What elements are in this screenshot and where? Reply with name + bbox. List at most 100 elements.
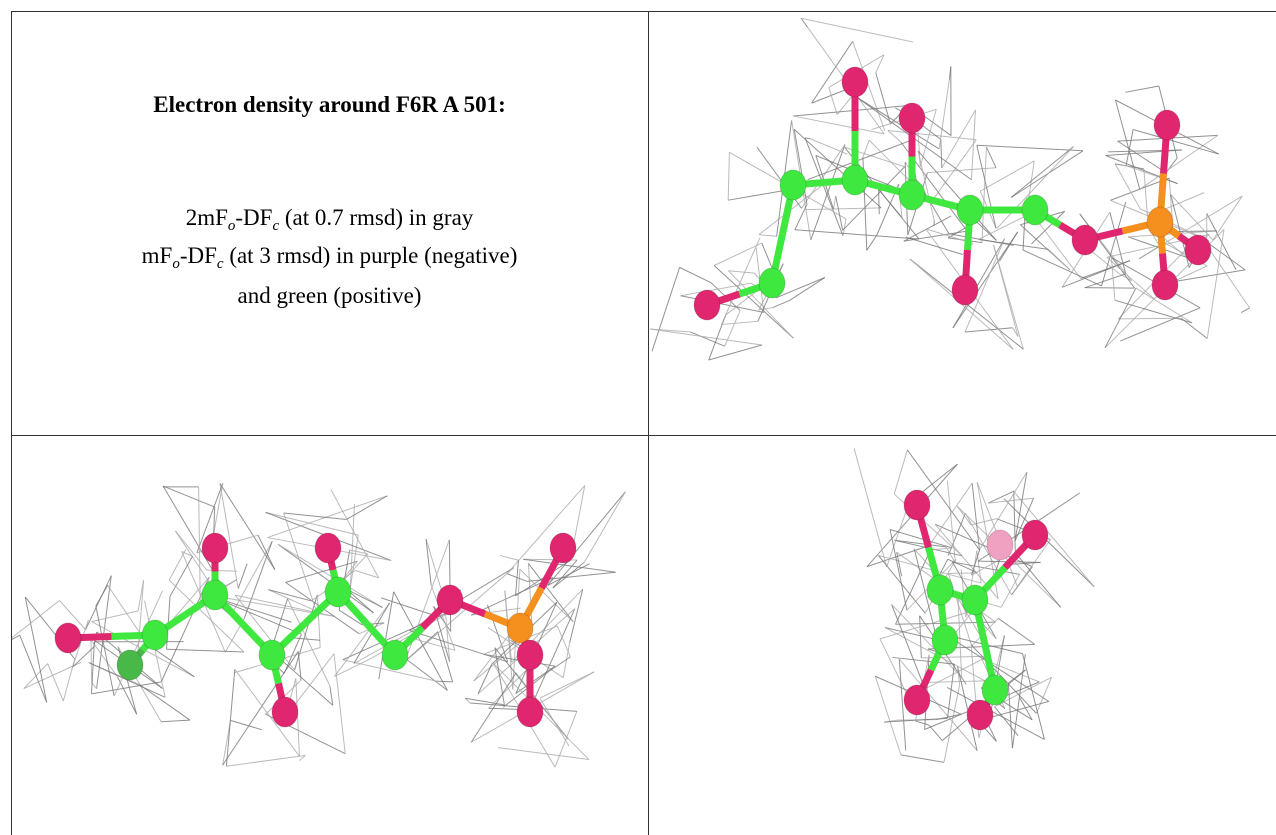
atom — [981, 674, 1009, 706]
mesh-line — [793, 105, 909, 117]
mesh-line — [1000, 574, 1020, 608]
mesh-line — [727, 152, 730, 201]
mesh-line — [1143, 168, 1148, 217]
mesh-line — [378, 591, 395, 680]
title: Electron density around F6R A 501: — [153, 92, 506, 117]
atom — [926, 574, 954, 606]
mesh-line — [554, 711, 578, 768]
mesh-line — [19, 635, 48, 703]
mesh-line — [297, 651, 302, 681]
mesh-line — [527, 563, 533, 633]
mesh-line — [506, 485, 586, 575]
mesh-line — [556, 625, 571, 658]
mesh-line — [168, 579, 245, 653]
mesh-line — [1022, 653, 1045, 740]
mesh-line — [728, 270, 755, 274]
mesh-line — [922, 680, 986, 684]
mesh-line — [47, 663, 64, 702]
mesh-line — [875, 54, 885, 74]
mesh-line — [651, 267, 681, 352]
mesh-line — [349, 549, 368, 555]
mesh-line — [758, 183, 825, 236]
mesh-line — [464, 697, 471, 704]
mesh-line — [956, 505, 1062, 608]
mesh-line — [862, 139, 870, 158]
mesh-line — [470, 576, 554, 616]
atom — [516, 696, 544, 728]
atom — [506, 612, 534, 644]
mesh-line — [878, 189, 880, 215]
mesh-line — [866, 545, 930, 568]
mesh-line — [708, 314, 727, 361]
text-run: 2mF — [185, 205, 228, 230]
mesh-line — [887, 130, 977, 141]
mesh-line — [1106, 256, 1155, 300]
atom — [516, 639, 544, 671]
mesh-line — [1117, 140, 1167, 174]
mesh-line — [956, 666, 961, 685]
mesh-line — [1135, 287, 1193, 324]
mesh-line — [1019, 697, 1033, 721]
mesh-line — [569, 589, 584, 644]
atom — [966, 699, 994, 731]
mesh-line — [896, 552, 903, 577]
mesh-line — [971, 549, 981, 576]
mesh-line — [728, 270, 794, 339]
mesh-line — [91, 610, 139, 623]
mesh-line — [316, 594, 321, 648]
mesh-line — [138, 683, 191, 721]
text-run: -DF — [179, 243, 217, 268]
mesh-line — [758, 307, 773, 311]
mesh-line — [346, 495, 388, 520]
mesh-line — [986, 146, 997, 168]
mesh-line — [946, 480, 956, 564]
mesh-line — [437, 631, 454, 683]
subscript: o — [227, 218, 236, 234]
mesh-line — [891, 604, 963, 678]
mesh-line — [894, 539, 947, 548]
mesh-line — [1014, 471, 1028, 542]
mesh-line — [24, 596, 48, 703]
mesh-line — [539, 697, 570, 747]
mesh-line — [198, 486, 201, 601]
mesh-line — [1132, 129, 1219, 155]
text-run: and green (positive) — [237, 283, 422, 308]
mesh-line — [1114, 99, 1141, 190]
mesh-line — [903, 215, 952, 242]
mesh-line — [952, 561, 1020, 575]
mesh-line — [957, 598, 963, 678]
mesh-line — [515, 672, 569, 740]
mesh-line — [1203, 240, 1251, 309]
mesh-line — [430, 584, 456, 651]
mesh-line — [810, 138, 848, 155]
mesh-line — [298, 754, 306, 762]
mesh-line — [1206, 213, 1237, 271]
mesh-line — [465, 697, 505, 706]
mesh-line — [811, 41, 854, 104]
mesh-line — [213, 483, 224, 534]
mesh-line — [206, 569, 238, 572]
caption-line: 2mFo-DFc (at 0.7 rmsd) in gray — [11, 205, 648, 234]
mesh-line — [828, 87, 838, 115]
mesh-line — [12, 634, 20, 641]
mesh-line — [650, 328, 762, 346]
mesh-line — [497, 747, 589, 760]
mesh-line — [993, 244, 1024, 350]
mesh-line — [889, 529, 908, 611]
mesh-line — [928, 482, 973, 546]
mesh-line — [552, 561, 585, 589]
mesh-line — [1117, 272, 1132, 282]
mesh-line — [1118, 317, 1182, 320]
mesh-line — [708, 344, 763, 361]
mesh-line — [971, 483, 980, 550]
atom — [1151, 269, 1179, 301]
mesh-line — [90, 641, 95, 694]
mesh-line — [906, 449, 980, 551]
mesh-line — [226, 754, 306, 767]
mesh-line — [886, 502, 910, 567]
mesh-line — [690, 331, 725, 347]
mesh-line — [927, 167, 997, 174]
atom — [314, 532, 342, 564]
atom — [1071, 224, 1099, 256]
mesh-line — [835, 195, 844, 231]
